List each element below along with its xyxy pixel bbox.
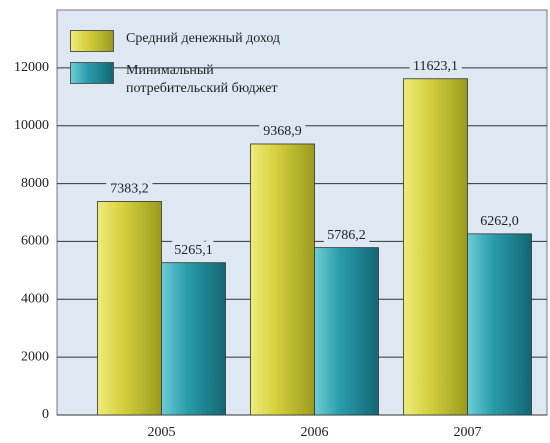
y-tick-label: 6000 xyxy=(21,234,49,249)
y-tick-label: 0 xyxy=(42,407,49,422)
value-label: 6262,0 xyxy=(480,214,519,229)
y-tick-label: 2000 xyxy=(21,349,49,364)
legend-swatch xyxy=(70,62,114,84)
legend-label: Средний денежный доход xyxy=(126,31,281,46)
legend-swatch xyxy=(70,30,114,52)
legend-item: Минимальный потребительский бюджет xyxy=(70,62,306,98)
value-label: 7383,2 xyxy=(110,182,149,197)
value-label: 11623,1 xyxy=(413,59,458,74)
y-tick-label: 4000 xyxy=(21,292,49,307)
legend: Средний денежный доход Минимальный потреб… xyxy=(70,30,306,108)
y-tick-label: 8000 xyxy=(21,176,49,191)
bar xyxy=(403,78,468,416)
bar xyxy=(97,201,162,416)
value-label: 5265,1 xyxy=(174,243,213,258)
legend-item: Средний денежный доход xyxy=(70,30,306,52)
value-label: 5786,2 xyxy=(327,228,366,243)
bar xyxy=(314,247,379,416)
x-tick-label: 2006 xyxy=(301,425,329,440)
legend-label: Минимальный потребительский бюджет xyxy=(126,63,278,96)
y-tick-label: 10000 xyxy=(14,118,49,133)
bar xyxy=(250,143,315,416)
x-tick-label: 2007 xyxy=(454,425,482,440)
x-tick-label: 2005 xyxy=(148,425,176,440)
bar xyxy=(467,233,532,416)
y-tick-label: 12000 xyxy=(14,60,49,75)
bar xyxy=(161,262,226,416)
value-label: 9368,9 xyxy=(263,124,302,139)
